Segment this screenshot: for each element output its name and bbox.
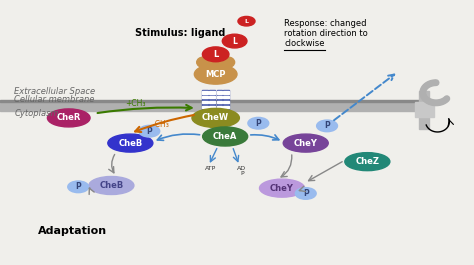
Ellipse shape: [108, 134, 153, 152]
Bar: [202, 111, 208, 113]
Text: ATP: ATP: [205, 166, 217, 171]
Bar: [223, 101, 229, 103]
Text: CheY: CheY: [270, 184, 294, 193]
Text: P: P: [146, 127, 152, 136]
Bar: [217, 91, 222, 94]
Circle shape: [248, 117, 269, 129]
Text: Adaptation: Adaptation: [38, 226, 107, 236]
Text: CheA: CheA: [213, 132, 237, 141]
Bar: [223, 111, 229, 113]
Text: AD
P: AD P: [237, 166, 246, 176]
Text: +CH₃: +CH₃: [125, 99, 146, 108]
Text: Cellular membrane: Cellular membrane: [14, 95, 95, 104]
Bar: [217, 111, 222, 113]
Ellipse shape: [47, 109, 90, 127]
Bar: [202, 96, 208, 98]
Bar: [223, 106, 229, 108]
Bar: [202, 90, 208, 114]
Bar: [217, 90, 222, 114]
Text: Stimulus: ligand: Stimulus: ligand: [135, 28, 226, 38]
Bar: [202, 106, 208, 108]
Text: CheW: CheW: [202, 113, 229, 122]
Text: CheY: CheY: [294, 139, 318, 148]
Bar: [217, 106, 222, 108]
Circle shape: [139, 125, 160, 137]
Text: CheB: CheB: [118, 139, 143, 148]
Text: L: L: [245, 19, 248, 24]
Ellipse shape: [89, 176, 134, 195]
Ellipse shape: [345, 153, 390, 171]
Circle shape: [68, 181, 89, 193]
Bar: [209, 91, 215, 94]
Bar: [202, 91, 208, 94]
Ellipse shape: [194, 64, 237, 84]
Ellipse shape: [192, 108, 239, 127]
Text: Cytoplasm: Cytoplasm: [14, 109, 59, 118]
Bar: [209, 90, 215, 114]
Text: P: P: [75, 182, 81, 191]
Bar: [209, 111, 215, 113]
Text: CheB: CheB: [99, 181, 124, 190]
Text: CheZ: CheZ: [356, 157, 379, 166]
Text: MCP: MCP: [205, 70, 226, 79]
Bar: [0, 100, 427, 102]
Ellipse shape: [220, 57, 235, 68]
Text: Response: changed
rotation direction to
clockwise: Response: changed rotation direction to …: [284, 19, 368, 48]
Bar: [223, 90, 229, 114]
Text: P: P: [255, 119, 261, 128]
Bar: [217, 96, 222, 98]
Ellipse shape: [259, 179, 304, 197]
Circle shape: [238, 16, 255, 26]
Ellipse shape: [283, 134, 328, 152]
Ellipse shape: [209, 57, 223, 68]
Circle shape: [202, 47, 229, 62]
Bar: [209, 101, 215, 103]
Bar: [217, 101, 222, 103]
Circle shape: [222, 34, 247, 48]
Bar: [223, 91, 229, 94]
Text: L: L: [213, 50, 219, 59]
Bar: [415, 102, 434, 117]
Circle shape: [295, 188, 316, 199]
Bar: [209, 96, 215, 98]
Text: P: P: [324, 121, 330, 130]
Ellipse shape: [202, 127, 247, 146]
Bar: [0, 102, 427, 111]
Bar: [202, 101, 208, 103]
Text: -CH₃: -CH₃: [153, 120, 170, 129]
Text: P: P: [303, 189, 309, 198]
Ellipse shape: [197, 57, 211, 68]
Bar: [223, 96, 229, 98]
Bar: [419, 91, 429, 129]
Circle shape: [317, 120, 337, 132]
Text: L: L: [232, 37, 237, 46]
Text: Extracellular Space: Extracellular Space: [14, 87, 95, 96]
Text: CheR: CheR: [56, 113, 81, 122]
Bar: [209, 106, 215, 108]
